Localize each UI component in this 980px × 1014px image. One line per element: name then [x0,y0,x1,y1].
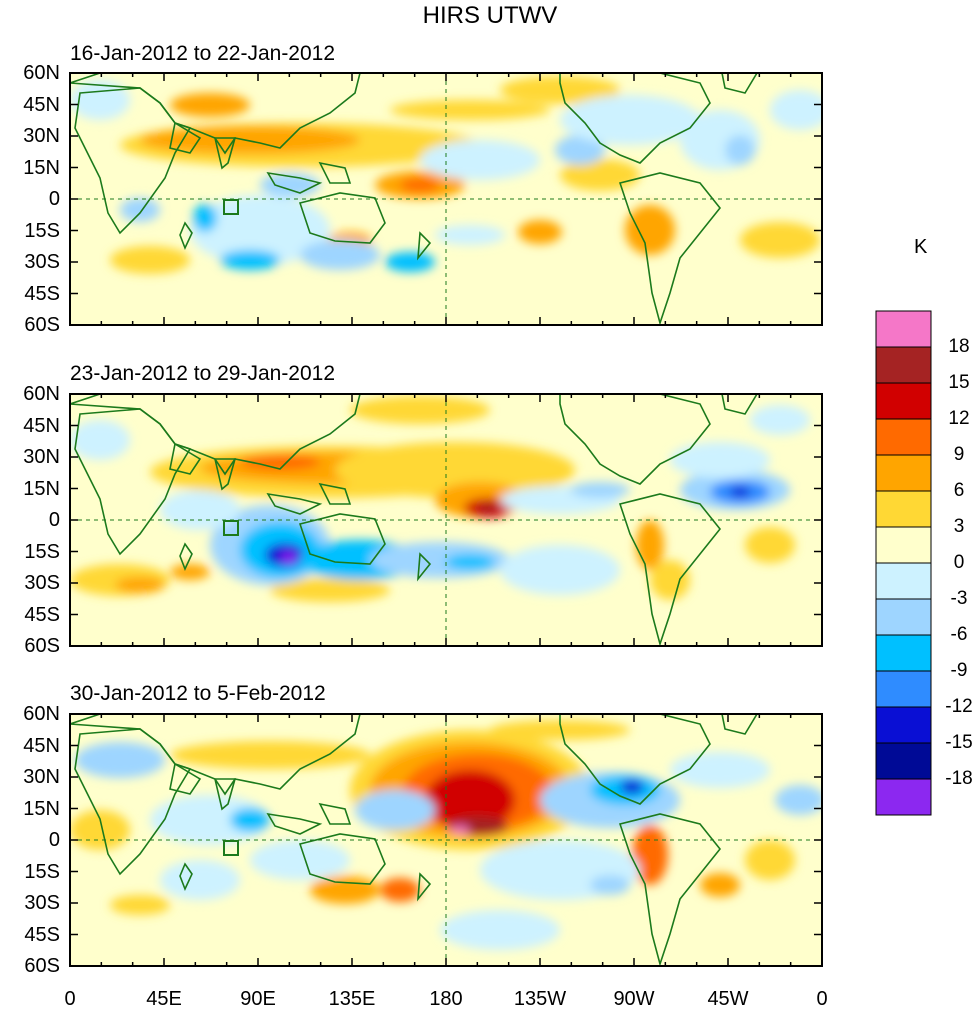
panel-3-map [69,713,823,967]
colorbar-units: K [914,236,928,258]
lat-label: 60S [24,635,60,657]
lat-label: 30S [24,572,60,594]
colorbar-swatch [875,454,932,492]
lon-label: 135W [513,988,567,1010]
lon-label: 0 [816,988,828,1010]
panel-2-title: 23-Jan-2012 to 29-Jan-2012 [70,362,336,385]
lat-label: 45S [24,282,60,305]
colorbar-label: -15 [945,732,973,753]
lat-label: 60N [23,383,60,405]
lon-label: 135E [328,988,376,1010]
colorbar-label: 3 [953,516,965,537]
lon-label: 90E [240,988,276,1010]
colorbar-swatch [875,742,932,780]
colorbar-swatch [875,418,932,456]
lat-label: 15N [23,156,60,179]
colorbar-label: 15 [948,372,970,393]
colorbar [875,310,932,816]
lat-label: 0 [48,188,60,210]
colorbar-label: 9 [953,444,965,465]
colorbar-label: -9 [950,660,968,681]
colorbar-swatch [875,382,932,420]
colorbar-swatch [875,598,932,636]
colorbar-label: -3 [950,588,968,609]
colorbar-label: -12 [945,696,973,717]
colorbar-swatch [875,346,932,384]
colorbar-label: 12 [948,408,970,429]
colorbar-swatch [875,634,932,672]
colorbar-swatch [875,670,932,708]
panel-1-map [69,72,823,326]
colorbar-swatch [875,778,932,816]
lat-label: 30N [23,125,60,147]
colorbar-swatch [875,310,932,348]
lat-label: 15N [23,477,60,500]
lat-label: 60N [23,62,60,84]
lat-label: 15S [24,860,60,883]
lat-label: 45N [23,734,60,757]
lat-label: 45N [23,414,60,437]
lat-label: 15N [23,797,60,820]
colorbar-swatch [875,706,932,744]
lat-label: 0 [48,509,60,531]
colorbar-label: -18 [945,768,973,789]
lat-label: 0 [48,829,60,851]
colorbar-label: 18 [948,336,970,357]
figure-title: HIRS UTWV [422,2,558,29]
lat-label: 60S [24,955,60,977]
lat-label: 15S [24,540,60,563]
lat-label: 45N [23,93,60,116]
panel-3-title: 30-Jan-2012 to 5-Feb-2012 [70,682,326,705]
lat-label: 15S [24,219,60,242]
lat-label: 30N [23,446,60,468]
lat-label: 30N [23,766,60,788]
panel-1-title: 16-Jan-2012 to 22-Jan-2012 [70,42,336,65]
lon-label: 0 [64,988,76,1010]
lon-label: 180 [429,988,463,1010]
lat-label: 45S [24,603,60,626]
lat-label: 30S [24,251,60,273]
panel-2-map [69,393,823,647]
colorbar-label: 0 [953,552,965,573]
colorbar-swatch [875,562,932,600]
lon-label: 45W [707,988,749,1010]
colorbar-swatch [875,490,932,528]
lat-label: 60N [23,703,60,725]
lat-label: 45S [24,923,60,946]
colorbar-label: 6 [953,480,965,501]
colorbar-label: -6 [950,624,968,645]
lon-label: 90W [613,988,655,1010]
lat-label: 60S [24,314,60,336]
lon-label: 45E [146,988,182,1010]
lat-label: 30S [24,892,60,914]
axis-ticks [69,72,823,967]
colorbar-swatch [875,526,932,564]
